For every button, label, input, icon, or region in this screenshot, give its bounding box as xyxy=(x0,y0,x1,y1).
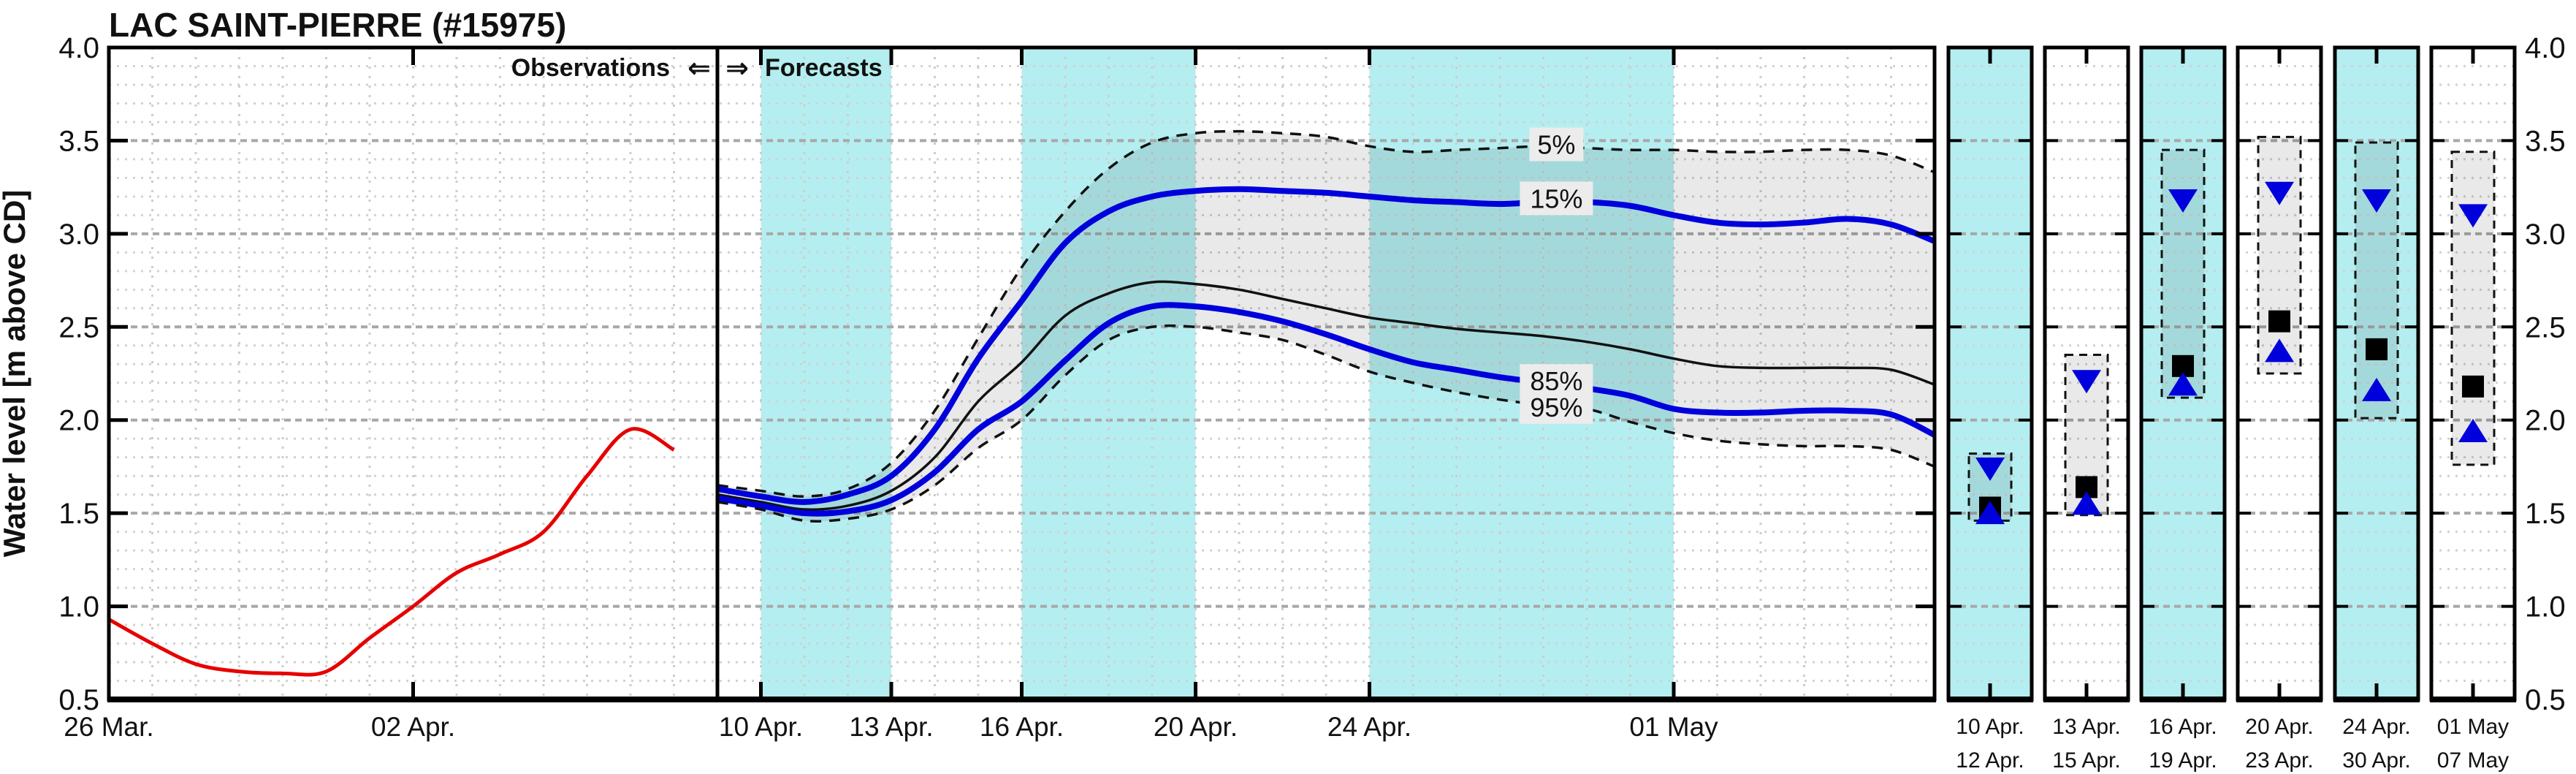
panel-85pct-triangle-up-marker xyxy=(2168,372,2198,396)
quantile-label-15pct: 15% xyxy=(1530,183,1582,213)
panel-uncertainty-box xyxy=(2064,354,2109,517)
x-tick-label: 16 Apr. xyxy=(980,712,1064,742)
panel-shading xyxy=(2335,48,2418,699)
panel-end-date-label: 12 Apr. xyxy=(1956,748,2024,773)
y-tick-label-left: 1.0 xyxy=(58,591,99,623)
panel-end-date-label: 19 Apr. xyxy=(2149,748,2217,773)
panel-15pct-triangle-down-marker xyxy=(2168,189,2198,213)
x-tick-label: 20 Apr. xyxy=(1154,712,1238,742)
y-tick-label-left: 4.0 xyxy=(58,32,99,64)
forecast-summary-panel-4: 20 Apr. 23 Apr. xyxy=(2236,45,2323,773)
x-tick-label: 01 May xyxy=(1629,712,1718,742)
y-tick-label-left: 3.5 xyxy=(58,125,99,157)
forecast-summary-panel-3: 16 Apr. 19 Apr. xyxy=(2139,45,2227,773)
panel-15pct-triangle-down-marker xyxy=(2458,204,2488,228)
forecast-85pct-line xyxy=(717,302,1936,517)
y-tick-label-right: 3.0 xyxy=(2525,219,2566,251)
x-tick-label: 10 Apr. xyxy=(719,712,803,742)
panel-85pct-triangle-up-marker xyxy=(1975,501,2005,525)
quantile-label-halo xyxy=(1529,127,1584,162)
left-arrow-icon: ⇐ xyxy=(687,53,711,84)
y-axis-title: Water level [m above CD] xyxy=(0,190,31,558)
y-tick-label-left: 0.5 xyxy=(58,684,99,716)
observations-label: Observations xyxy=(511,54,670,82)
y-tick-label-right: 4.0 xyxy=(2525,32,2566,64)
x-tick-label: 13 Apr. xyxy=(849,712,933,742)
y-tick-label-right: 2.0 xyxy=(2525,405,2566,437)
panel-uncertainty-box xyxy=(2160,148,2206,399)
panel-median-square-marker xyxy=(2268,310,2290,333)
grid-lines xyxy=(109,48,1935,699)
chart-title: LAC SAINT-PIERRE (#15975) xyxy=(109,6,566,44)
y-tick-labels: 4.0 4.0 3.5 3.5 3.0 3.0 2.5 2.5 2.0 2.0 1.5 1.5 1.0 1… xyxy=(58,32,2565,716)
panel-end-date-label: 23 Apr. xyxy=(2245,748,2313,773)
panel-uncertainty-box xyxy=(2450,151,2496,466)
forecast-50pct-line xyxy=(717,280,1935,511)
panel-start-date-label: 20 Apr. xyxy=(2245,715,2313,739)
uncertainty-band xyxy=(717,131,1935,522)
y-tick-label-left: 1.5 xyxy=(58,498,99,530)
panel-85pct-triangle-up-marker xyxy=(2072,491,2101,515)
right-arrow-icon: ⇒ xyxy=(725,53,749,84)
quantile-labels: 5%15%85%95% xyxy=(1520,127,1593,424)
forecast-summary-panel-5: 24 Apr. 30 Apr. xyxy=(2333,45,2420,773)
forecast-curves xyxy=(107,129,1936,677)
panel-start-date-label: 16 Apr. xyxy=(2149,715,2217,739)
panel-85pct-triangle-up-marker xyxy=(2362,377,2391,401)
panel-start-date-label: 01 May xyxy=(2437,715,2509,739)
y-tick-label-right: 3.5 xyxy=(2525,125,2566,157)
y-tick-label-left: 2.5 xyxy=(58,311,99,344)
forecast-5pct-line xyxy=(717,129,1935,498)
y-tick-label-right: 1.5 xyxy=(2525,498,2566,530)
forecast-15pct-line xyxy=(717,186,1936,505)
forecast-summary-panel-6: 01 May 07 May xyxy=(2429,45,2517,773)
forecast-summary-panel-2: 13 Apr. 15 Apr. xyxy=(2043,45,2130,773)
y-tick-label-right: 1.0 xyxy=(2525,591,2566,623)
panel-uncertainty-box-fill xyxy=(2355,142,2398,419)
panel-start-date-label: 24 Apr. xyxy=(2342,715,2410,739)
panel-85pct-triangle-up-marker xyxy=(2265,338,2294,363)
panel-15pct-triangle-down-marker xyxy=(2072,370,2101,394)
quantile-label-5pct: 5% xyxy=(1537,130,1575,160)
forecast-shaded-periods xyxy=(761,48,1674,699)
y-tick-label-left: 2.0 xyxy=(58,405,99,437)
panel-15pct-triangle-down-marker xyxy=(2362,189,2391,213)
uncertainty-band-fill xyxy=(717,131,1935,522)
panel-uncertainty-box xyxy=(2257,135,2302,375)
panel-end-date-label: 30 Apr. xyxy=(2342,748,2410,773)
y-tick-label-left: 3.0 xyxy=(58,219,99,251)
panel-start-date-label: 10 Apr. xyxy=(1956,715,2024,739)
quantile-label-halo xyxy=(1520,181,1593,216)
observed-water-level-line xyxy=(107,427,675,677)
x-tick-label: 24 Apr. xyxy=(1327,712,1411,742)
forecasts-label: Forecasts xyxy=(765,54,883,82)
forecast-95pct-line xyxy=(717,324,1935,523)
y-tick-label-right: 2.5 xyxy=(2525,311,2566,344)
titles: LAC SAINT-PIERRE (#15975) Water level [m … xyxy=(0,6,566,557)
panel-15pct-triangle-down-marker xyxy=(1975,457,2005,481)
panel-end-date-label: 15 Apr. xyxy=(2052,748,2120,773)
panel-start-date-label: 13 Apr. xyxy=(2052,715,2120,739)
x-tick-label: 02 Apr. xyxy=(371,712,455,742)
forecast-summary-panel-1: 10 Apr. 12 Apr. xyxy=(1946,45,2034,773)
panel-shading xyxy=(1948,48,2032,699)
panel-uncertainty-box xyxy=(2354,141,2399,420)
y-tick-label-right: 0.5 xyxy=(2525,684,2566,716)
panel-85pct-triangle-up-marker xyxy=(2458,419,2488,443)
panel-uncertainty-box-fill xyxy=(2452,151,2494,465)
panel-15pct-triangle-down-marker xyxy=(2265,181,2294,205)
quantile-label-95pct: 95% xyxy=(1530,392,1582,422)
panel-uncertainty-box-fill xyxy=(2258,137,2301,373)
panel-median-square-marker xyxy=(2366,338,2388,360)
main-plot-axes xyxy=(107,45,1937,702)
quantile-label-halo xyxy=(1520,390,1593,424)
header-annotations: Observations ⇐ ⇒ Forecasts xyxy=(511,53,883,84)
panel-median-square-marker xyxy=(2462,375,2484,398)
panel-end-date-label: 07 May xyxy=(2437,748,2509,773)
x-tick-labels: 26 Mar. 02 Apr. 10 Apr. 13 Apr. 16 Apr. 20 Ap… xyxy=(64,712,1718,742)
shaded-period-band xyxy=(761,48,891,699)
x-tick-label: 26 Mar. xyxy=(64,712,153,742)
